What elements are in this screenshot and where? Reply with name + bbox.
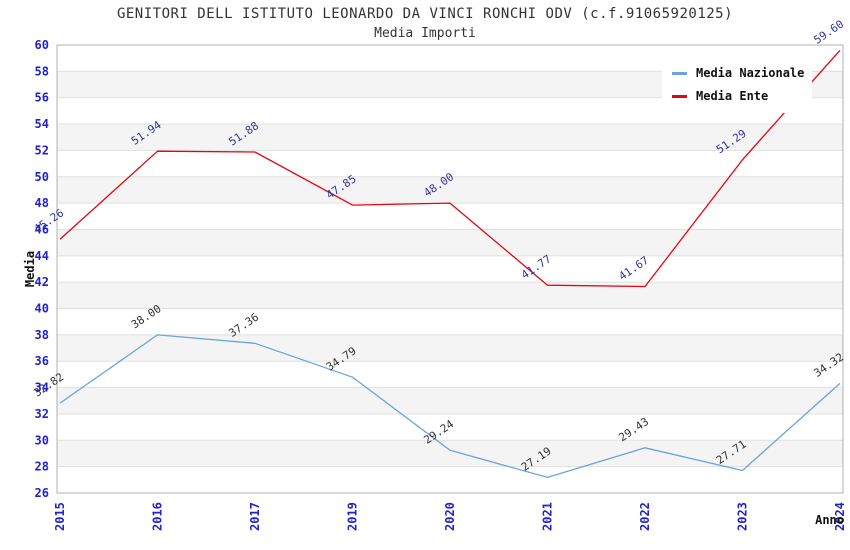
y-tick-label: 34 — [35, 381, 49, 395]
grid-band — [57, 334, 843, 362]
y-tick-label: 36 — [35, 354, 49, 368]
legend-item-media-ente: Media Ente — [672, 89, 806, 103]
x-tick-label: 2017 — [248, 502, 262, 531]
grid-band — [57, 282, 843, 309]
x-tick-label: 2020 — [443, 502, 457, 531]
y-tick-label: 44 — [35, 249, 49, 263]
legend-swatch-media-ente-icon — [672, 94, 687, 98]
y-tick-label: 46 — [35, 222, 49, 236]
grid-band — [57, 124, 843, 151]
chart-subtitle: Media Importi — [374, 26, 476, 41]
y-tick-label: 32 — [35, 407, 49, 421]
x-tick-label: 2021 — [541, 502, 555, 531]
y-tick-label: 56 — [35, 91, 49, 105]
y-tick-label: 40 — [35, 302, 49, 316]
series-line-media-nazionale — [59, 334, 841, 478]
legend-item-media-nazionale: Media Nazionale — [672, 66, 806, 80]
chart-title: GENITORI DELL ISTITUTO LEONARDO DA VINCI… — [116, 6, 734, 22]
grid-band — [57, 387, 843, 414]
y-tick-label: 38 — [35, 328, 49, 342]
grid-band — [57, 229, 843, 256]
point-label: 59.60 — [811, 17, 846, 46]
x-tick-label: 2016 — [151, 502, 165, 531]
legend-label-media-nazionale: Media Nazionale — [696, 66, 805, 80]
point-label: 41.67 — [616, 254, 651, 283]
y-tick-label: 50 — [35, 170, 49, 184]
plot-border — [56, 44, 844, 494]
y-tick-label: 60 — [35, 38, 49, 52]
y-tick-label: 48 — [35, 196, 49, 210]
legend: Media Nazionale Media Ente — [662, 55, 812, 113]
legend-swatch-media-nazionale-icon — [672, 71, 687, 75]
y-tick-label: 28 — [35, 460, 49, 474]
grid-band — [57, 440, 843, 467]
x-tick-label: 2015 — [53, 502, 67, 531]
y-axis-title: Media — [23, 250, 37, 288]
y-tick-label: 26 — [35, 486, 49, 500]
x-tick-label: 2023 — [736, 502, 750, 531]
y-tick-label: 58 — [35, 64, 49, 78]
x-axis-title: Anno — [815, 513, 844, 527]
y-tick-label: 52 — [35, 143, 49, 157]
x-tick-label: 2022 — [638, 502, 652, 531]
x-tick-label: 2024 — [833, 502, 847, 531]
x-tick-label: 2019 — [346, 502, 360, 531]
point-label: 41.77 — [519, 252, 554, 281]
y-tick-label: 30 — [35, 433, 49, 447]
legend-label-media-ente: Media Ente — [696, 89, 769, 103]
y-tick-label: 42 — [35, 275, 49, 289]
y-tick-label: 54 — [35, 117, 49, 131]
series-line-media-ente — [59, 49, 841, 288]
